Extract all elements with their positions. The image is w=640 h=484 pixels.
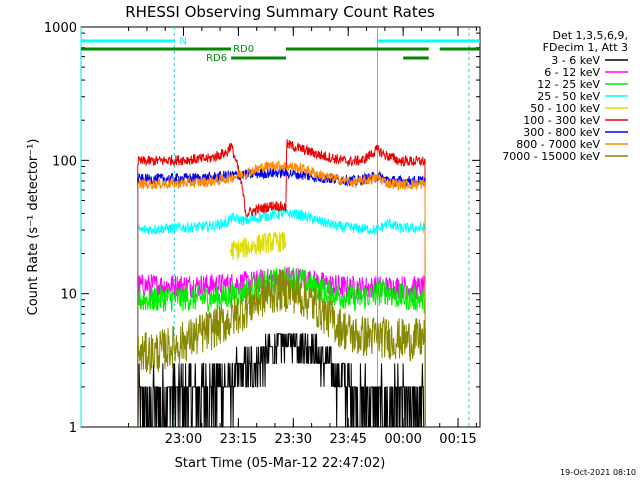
y-tick-label: 100 (52, 154, 77, 169)
x-tick-label: 23:15 (220, 432, 257, 447)
series-line (137, 333, 426, 427)
x-tick-label: 00:00 (384, 432, 421, 447)
x-tick-label: 23:00 (165, 432, 202, 447)
status-bar-label: N (179, 36, 186, 47)
x-tick-label: 23:45 (329, 432, 366, 447)
series-line (137, 139, 426, 427)
legend-header-line-1: Det 1,3,5,6,9, (552, 29, 628, 42)
y-tick-label: 10 (60, 288, 77, 303)
legend-label: 25 - 50 keV (537, 90, 600, 103)
series-line (137, 269, 426, 427)
status-bar-label: RD6 (206, 53, 227, 64)
x-axis-label: Start Time (05-Mar-12 22:47:02) (175, 456, 386, 471)
series-line (137, 266, 426, 427)
y-tick-label: 1 (69, 421, 77, 436)
series-line (137, 208, 426, 427)
series-group (137, 139, 426, 427)
status-bar-label: RD0 (233, 44, 254, 55)
series-line (137, 166, 426, 427)
x-tick-label: 23:30 (275, 432, 312, 447)
legend-label: 800 - 7000 keV (516, 138, 600, 151)
legend-label: 100 - 300 keV (523, 114, 600, 127)
legend-label: 6 - 12 keV (544, 66, 600, 79)
legend-label: 12 - 25 keV (537, 78, 600, 91)
y-axis-label: Count Rate (s⁻¹ detector⁻¹) (26, 139, 41, 316)
legend-label: 3 - 6 keV (551, 54, 600, 67)
x-tick-label: 00:15 (439, 432, 476, 447)
legend-label: 50 - 100 keV (530, 102, 600, 115)
chart-title: RHESSI Observing Summary Count Rates (125, 3, 435, 21)
series-line (229, 231, 287, 261)
legend-label: 7000 - 15000 keV (502, 150, 600, 163)
series-line (137, 160, 426, 427)
footer-timestamp: 19-Oct-2021 08:10 (560, 468, 636, 477)
legend-label: 300 - 800 keV (523, 126, 600, 139)
legend-header-line-2: FDecim 1, Att 3 (543, 41, 628, 54)
y-tick-label: 1000 (44, 21, 77, 36)
